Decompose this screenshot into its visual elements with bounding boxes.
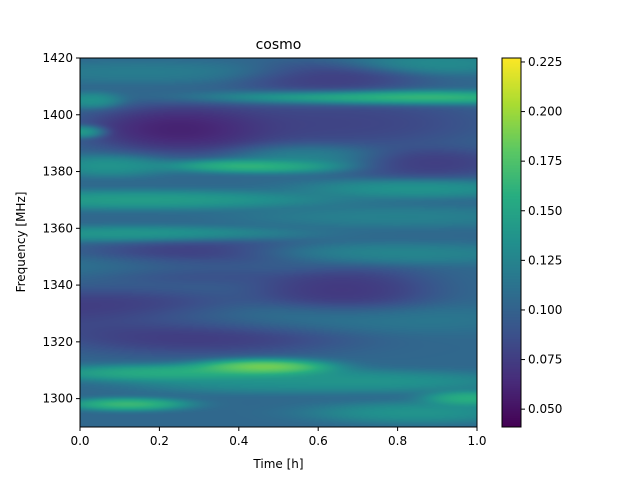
colorbar: [501, 57, 522, 428]
heatmap-plot: [79, 57, 478, 428]
x-tick-label: 0.2: [150, 434, 169, 448]
colorbar-tick-label: 0.175: [528, 154, 562, 168]
colorbar-tick-label: 0.125: [528, 253, 562, 267]
x-tick-label: 0.8: [388, 434, 407, 448]
x-tick-label: 0.4: [229, 434, 248, 448]
colorbar-tick-label: 0.150: [528, 204, 562, 218]
plot-frame: [79, 57, 478, 428]
x-tick-label: 0.0: [70, 434, 89, 448]
y-axis-label: Frequency [MHz]: [14, 192, 28, 293]
y-tick-label: 1380: [42, 165, 73, 179]
colorbar-tick-label: 0.050: [528, 402, 562, 416]
colorbar-axis: 0.050 0.075 0.100 0.125 0.150 0.175 0.200 0.225: [521, 55, 562, 416]
y-axis: 1300 1320 1340 1360 1380 1400 1420: [42, 51, 80, 406]
colorbar-tick-label: 0.225: [528, 55, 562, 69]
x-axis: 0.0 0.2 0.4 0.6 0.8 1.0: [70, 427, 487, 448]
colorbar-tick-label: 0.200: [528, 105, 562, 119]
y-tick-label: 1400: [42, 108, 73, 122]
y-tick-label: 1300: [42, 392, 73, 406]
colorbar-tick-label: 0.075: [528, 353, 562, 367]
colorbar-tick-label: 0.100: [528, 303, 562, 317]
colorbar-gradient: [502, 58, 521, 427]
heatmap-image: [80, 58, 477, 427]
y-tick-label: 1340: [42, 278, 73, 292]
y-tick-label: 1320: [42, 335, 73, 349]
y-tick-label: 1360: [42, 221, 73, 235]
x-axis-label: Time [h]: [252, 457, 303, 471]
chart-title: cosmo: [256, 37, 302, 53]
colorbar-frame: [501, 57, 522, 428]
y-tick-label: 1420: [42, 51, 73, 65]
x-tick-label: 0.6: [309, 434, 328, 448]
x-tick-label: 1.0: [467, 434, 486, 448]
